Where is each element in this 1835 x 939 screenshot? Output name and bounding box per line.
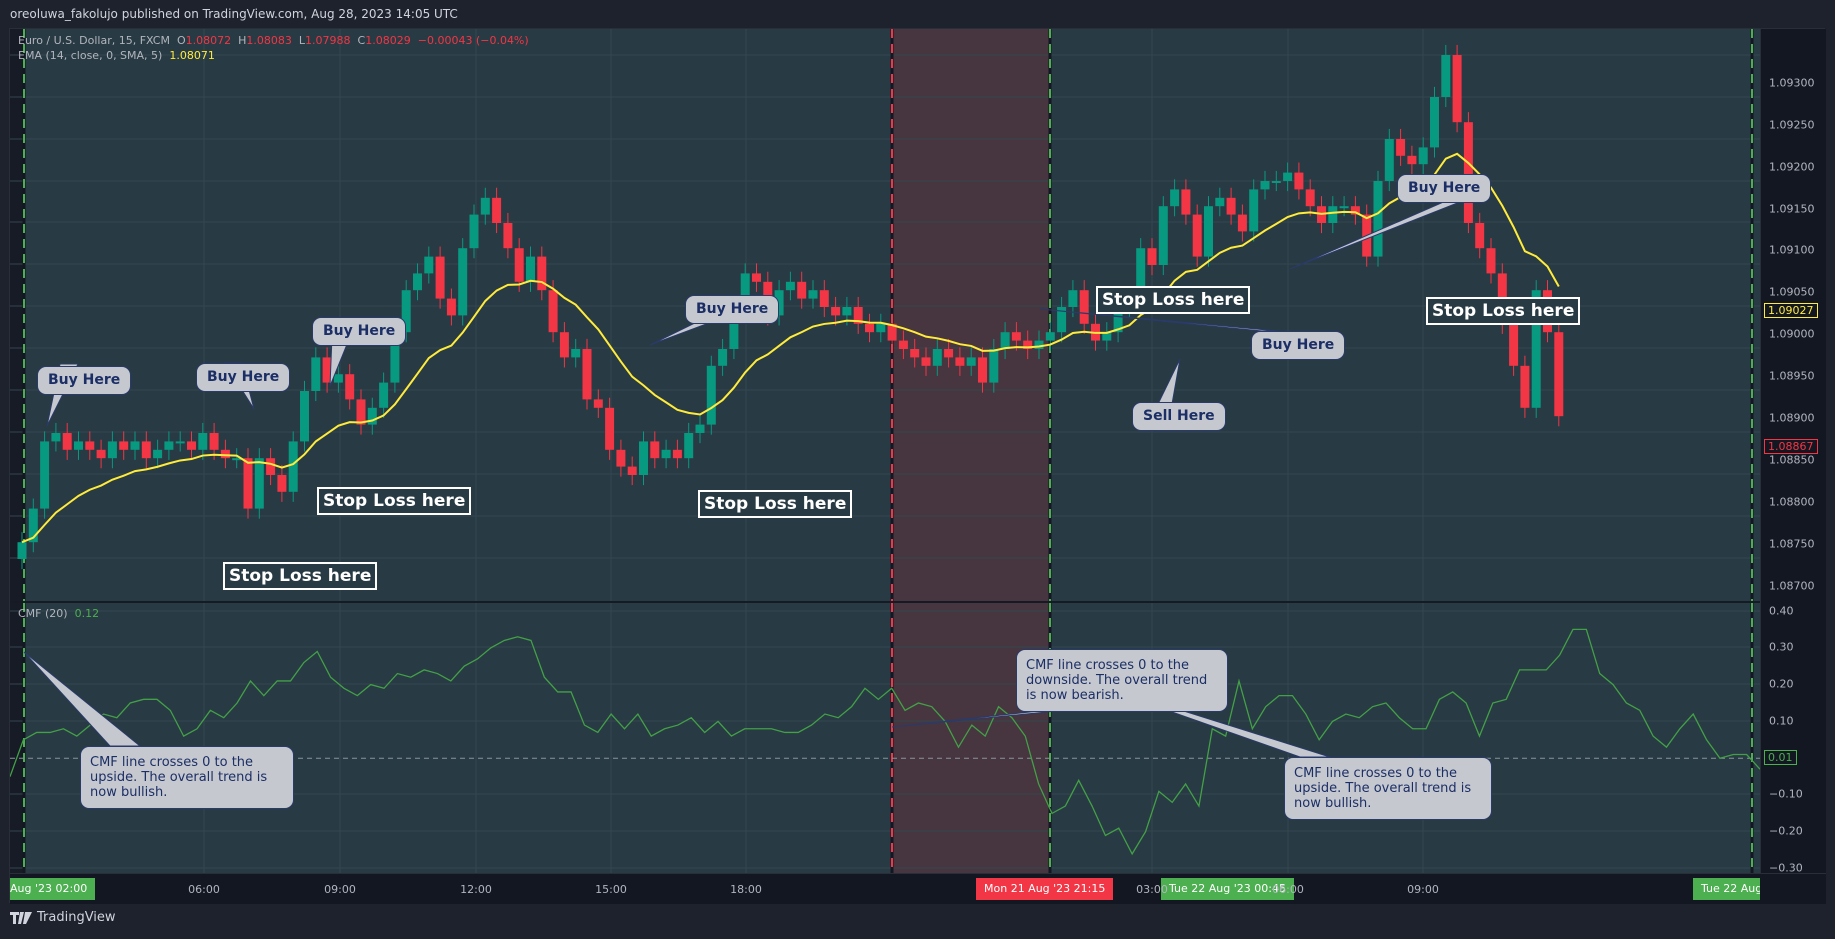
buy-here-callout: Buy Here	[1397, 174, 1492, 203]
price-tick: 1.08950	[1769, 369, 1815, 383]
cmf-legend: CMF (20) 0.12	[18, 607, 99, 620]
cmf-value-tag: 0.01	[1764, 750, 1797, 765]
price-axis[interactable]: USD 1.09300 1.09250 1.09200 1.09150 1.09…	[1760, 29, 1826, 875]
price-tick: 1.08850	[1769, 453, 1815, 467]
cmf-tick: −0.10	[1769, 787, 1803, 801]
ema-price-tag: 1.09027	[1764, 303, 1818, 318]
cmf-value: 0.12	[74, 607, 100, 620]
price-tick: 1.09050	[1769, 285, 1815, 299]
stop-loss-label: Stop Loss here	[223, 562, 378, 590]
ema-value: 1.08071	[169, 49, 215, 62]
buy-here-callout: Buy Here	[685, 295, 780, 324]
published-info: oreoluwa_fakolujo published on TradingVi…	[10, 7, 458, 21]
pane-separator[interactable]	[10, 601, 1826, 603]
cmf-tick: 0.40	[1769, 604, 1794, 618]
time-tick: 12:00	[460, 883, 492, 896]
price-chart-canvas	[10, 29, 1760, 601]
brand-name: TradingView	[37, 910, 116, 925]
close-value: 1.08029	[365, 34, 411, 47]
cmf-pane[interactable]: CMF (20) 0.12 CMF line crosses 0 to the …	[10, 603, 1760, 873]
stop-loss-label: Stop Loss here	[1426, 297, 1581, 325]
change-value: −0.00043 (−0.04%)	[417, 34, 529, 47]
price-tick: 1.08900	[1769, 411, 1815, 425]
time-badge-bearish: Mon 21 Aug '23 21:15	[976, 878, 1114, 900]
price-tick: 1.08750	[1769, 537, 1815, 551]
price-tick: 1.09000	[1769, 327, 1815, 341]
time-tick: 15:00	[595, 883, 627, 896]
cmf-tick: −0.30	[1769, 861, 1803, 875]
buy-here-callout: Buy Here	[1251, 331, 1346, 360]
cmf-note-bearish: CMF line crosses 0 to the downside. The …	[1016, 649, 1228, 712]
symbol-legend: Euro / U.S. Dollar, 15, FXCM O1.08072 H1…	[18, 34, 529, 47]
stop-loss-label: Stop Loss here	[1096, 286, 1251, 314]
time-badge-bullish: Tue 22 Aug '23 00:45	[1161, 878, 1294, 900]
price-tick: 1.09250	[1769, 118, 1815, 132]
cmf-tick: −0.20	[1769, 824, 1803, 838]
time-tick: 03:00	[1136, 883, 1168, 896]
price-tick: 1.09300	[1769, 76, 1815, 90]
price-tick: 1.09200	[1769, 160, 1815, 174]
symbol-name[interactable]: Euro / U.S. Dollar, 15, FXCM	[18, 34, 170, 47]
stop-loss-label: Stop Loss here	[698, 490, 853, 518]
sell-here-callout: Sell Here	[1132, 402, 1226, 431]
price-tick: 1.08800	[1769, 495, 1815, 509]
time-tick: 06:00	[1272, 883, 1304, 896]
ema-label[interactable]: EMA (14, close, 0, SMA, 5)	[18, 49, 163, 62]
cmf-tick: 0.30	[1769, 640, 1794, 654]
tradingview-logo-icon	[10, 911, 32, 924]
cmf-tick: 0.20	[1769, 677, 1794, 691]
open-value: 1.08072	[185, 34, 232, 47]
price-pane[interactable]: Euro / U.S. Dollar, 15, FXCM O1.08072 H1…	[10, 29, 1760, 601]
low-value: 1.07988	[305, 34, 351, 47]
last-price-tag: 1.08867	[1764, 439, 1818, 454]
chart-frame: Euro / U.S. Dollar, 15, FXCM O1.08072 H1…	[9, 28, 1826, 904]
cmf-chart-canvas	[10, 603, 1760, 873]
price-tick: 1.09100	[1769, 243, 1815, 257]
buy-here-callout: Buy Here	[37, 366, 132, 395]
time-axis[interactable]: Aug '23 02:00 06:00 09:00 12:00 15:00 18…	[10, 873, 1826, 904]
time-badge-end: Tue 22 Aug '2	[1693, 878, 1760, 900]
price-tick: 1.09150	[1769, 202, 1815, 216]
time-badge-start: Aug '23 02:00	[10, 878, 96, 900]
time-tick: 09:00	[1407, 883, 1439, 896]
ema-legend: EMA (14, close, 0, SMA, 5) 1.08071	[18, 49, 215, 62]
cmf-tick: 0.10	[1769, 714, 1794, 728]
cmf-label[interactable]: CMF (20)	[18, 607, 68, 620]
cmf-note-bullish: CMF line crosses 0 to the upside. The ov…	[80, 746, 294, 809]
time-tick: 18:00	[730, 883, 762, 896]
high-value: 1.08083	[246, 34, 292, 47]
cmf-note-bullish: CMF line crosses 0 to the upside. The ov…	[1284, 757, 1492, 820]
time-tick: 06:00	[188, 883, 220, 896]
stop-loss-label: Stop Loss here	[317, 487, 472, 515]
buy-here-callout: Buy Here	[312, 317, 407, 346]
time-tick: 09:00	[324, 883, 356, 896]
price-tick: 1.08700	[1769, 579, 1815, 593]
tradingview-branding[interactable]: TradingView	[10, 910, 116, 925]
buy-here-callout: Buy Here	[196, 363, 291, 392]
